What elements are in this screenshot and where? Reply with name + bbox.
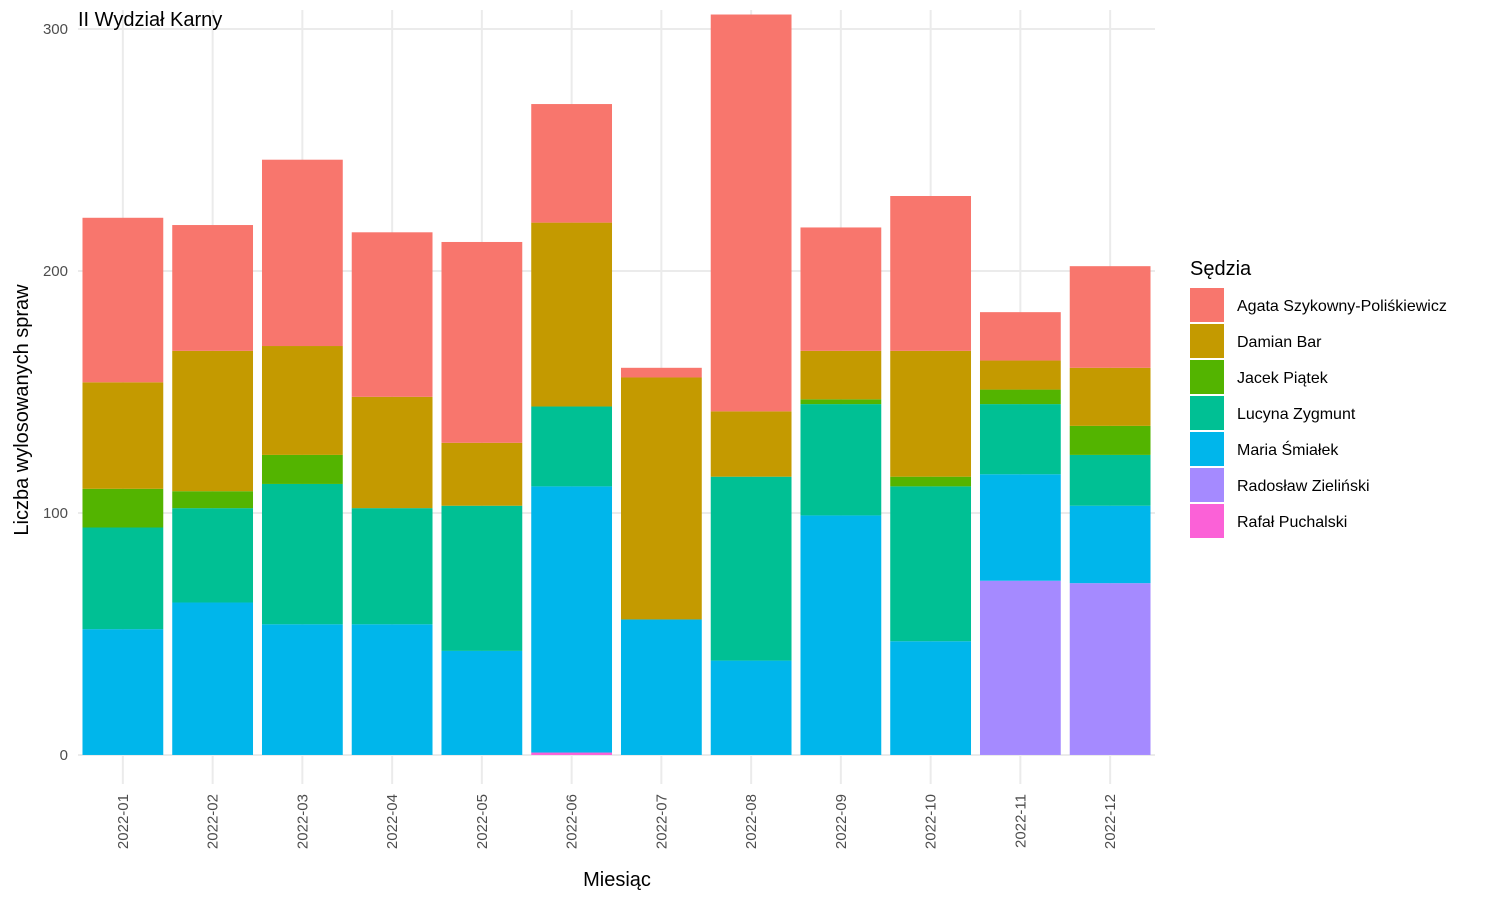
legend-label: Maria Śmiałek: [1237, 440, 1339, 459]
y-tick-label: 100: [43, 505, 68, 522]
bar-segment-lucyna-zygmunt: [710, 476, 792, 661]
bar-segment-rafal-puchalski: [531, 752, 613, 755]
bar-segment-agata-szykowny-poliskiewicz: [172, 225, 254, 351]
bar-segment-damian-bar: [1069, 367, 1151, 426]
legend-key-agata-szykowny-poliskiewicz: [1190, 288, 1224, 322]
x-tick-label: 2022-12: [1102, 794, 1119, 849]
axes: 0 100 200 300 2022-01 2022-02 2022-03 2022-04 20…: [43, 21, 1119, 849]
bar-segment-agata-szykowny-poliskiewicz: [620, 367, 702, 378]
bar-segment-maria-smialek: [261, 624, 343, 755]
bar-segment-maria-smialek: [890, 641, 972, 755]
bar-segment-jacek-piatek: [979, 389, 1061, 405]
x-tick-label: 2022-06: [564, 794, 581, 849]
bar-segment-radoslaw-zielinski: [1069, 583, 1151, 755]
bar-segment-lucyna-zygmunt: [1069, 454, 1151, 506]
bar-segment-lucyna-zygmunt: [531, 406, 613, 487]
x-tick-label: 2022-09: [833, 794, 850, 849]
bar-segment-jacek-piatek: [1069, 425, 1151, 455]
legend-label: Lucyna Zygmunt: [1237, 406, 1356, 423]
bar-segment-lucyna-zygmunt: [800, 404, 882, 516]
bar-segment-agata-szykowny-poliskiewicz: [710, 14, 792, 412]
legend-key-radoslaw-zielinski: [1190, 468, 1224, 502]
bar-segment-jacek-piatek: [172, 491, 254, 509]
legend: Sędzia Agata Szykowny-Poliśkiewicz Damian…: [1190, 258, 1447, 538]
legend-key-jacek-piatek: [1190, 360, 1224, 394]
bar-segment-lucyna-zygmunt: [890, 486, 972, 642]
bar-segment-damian-bar: [172, 350, 254, 492]
legend-label: Jacek Piątek: [1237, 370, 1329, 387]
bar-segment-lucyna-zygmunt: [979, 404, 1061, 475]
y-tick-label: 300: [43, 21, 68, 38]
x-tick-label: 2022-08: [743, 794, 760, 849]
bar-segment-jacek-piatek: [890, 476, 972, 487]
legend-key-damian-bar: [1190, 324, 1224, 358]
x-axis-title: Miesiąc: [583, 869, 651, 891]
bar-segment-jacek-piatek: [82, 488, 164, 528]
bar-segment-maria-smialek: [1069, 505, 1151, 584]
bar-segment-agata-szykowny-poliskiewicz: [800, 227, 882, 351]
bar-segment-damian-bar: [261, 346, 343, 455]
bar-segment-agata-szykowny-poliskiewicz: [1069, 266, 1151, 368]
bar-segment-damian-bar: [979, 360, 1061, 390]
x-tick-label: 2022-07: [653, 794, 670, 849]
x-tick-label: 2022-10: [923, 794, 940, 849]
bar-segment-maria-smialek: [351, 624, 433, 755]
bar-segment-maria-smialek: [710, 660, 792, 755]
bar-segment-maria-smialek: [979, 474, 1061, 581]
bar-segment-agata-szykowny-poliskiewicz: [82, 217, 164, 383]
y-tick-label: 0: [60, 747, 68, 764]
legend-key-maria-smialek: [1190, 432, 1224, 466]
bar-segment-damian-bar: [800, 350, 882, 400]
bar-segment-agata-szykowny-poliskiewicz: [890, 196, 972, 351]
bar-segment-jacek-piatek: [261, 454, 343, 484]
bar-segment-agata-szykowny-poliskiewicz: [261, 159, 343, 347]
x-tick-label: 2022-02: [205, 794, 222, 849]
bars: [82, 14, 1151, 755]
bar-segment-maria-smialek: [800, 515, 882, 755]
x-tick-label: 2022-04: [384, 794, 401, 849]
legend-label: Radosław Zieliński: [1237, 478, 1370, 495]
bar-segment-jacek-piatek: [800, 399, 882, 405]
x-tick-label: 2022-11: [1012, 794, 1029, 848]
y-tick-label: 200: [43, 263, 68, 280]
legend-key-lucyna-zygmunt: [1190, 396, 1224, 430]
bar-segment-lucyna-zygmunt: [351, 508, 433, 625]
y-axis-title: Liczba wylosowanych spraw: [11, 284, 33, 536]
bar-segment-damian-bar: [441, 442, 523, 506]
bar-segment-agata-szykowny-poliskiewicz: [351, 232, 433, 397]
bar-segment-maria-smialek: [82, 629, 164, 755]
x-tick-label: 2022-05: [474, 794, 491, 849]
bar-segment-damian-bar: [710, 411, 792, 477]
bar-segment-agata-szykowny-poliskiewicz: [441, 241, 523, 443]
bar-segment-damian-bar: [531, 222, 613, 407]
bar-segment-damian-bar: [351, 396, 433, 509]
legend-label: Damian Bar: [1237, 334, 1322, 351]
bar-segment-damian-bar: [620, 377, 702, 620]
legend-key-rafal-puchalski: [1190, 504, 1224, 538]
bar-segment-maria-smialek: [620, 619, 702, 755]
bar-segment-maria-smialek: [531, 486, 613, 753]
legend-title: Sędzia: [1190, 258, 1252, 280]
legend-label: Rafał Puchalski: [1237, 514, 1347, 531]
bar-segment-agata-szykowny-poliskiewicz: [531, 104, 613, 223]
bar-segment-maria-smialek: [441, 650, 523, 755]
bar-segment-lucyna-zygmunt: [261, 483, 343, 625]
bar-segment-lucyna-zygmunt: [441, 505, 523, 651]
x-tick-label: 2022-01: [115, 794, 132, 849]
chart-title: II Wydział Karny: [78, 9, 222, 31]
legend-label: Agata Szykowny-Poliśkiewicz: [1237, 298, 1447, 315]
bar-segment-agata-szykowny-poliskiewicz: [979, 312, 1061, 361]
bar-segment-damian-bar: [890, 350, 972, 477]
bar-segment-lucyna-zygmunt: [82, 527, 164, 630]
bar-segment-damian-bar: [82, 382, 164, 489]
bar-segment-maria-smialek: [172, 602, 254, 755]
bar-segment-lucyna-zygmunt: [172, 508, 254, 603]
bar-segment-radoslaw-zielinski: [979, 580, 1061, 755]
x-tick-label: 2022-03: [294, 794, 311, 849]
